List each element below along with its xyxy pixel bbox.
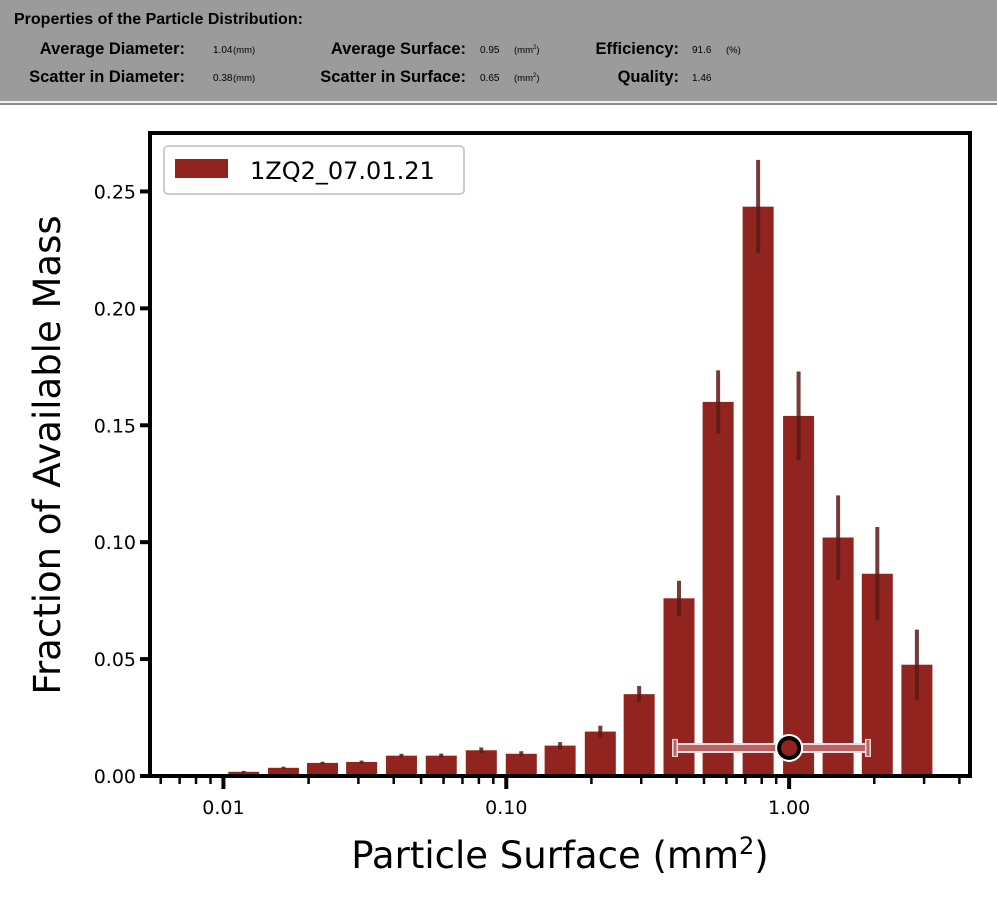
legend-swatch: [175, 159, 228, 178]
scatter-diameter-value: 0.38: [213, 73, 233, 84]
bar: [742, 206, 774, 777]
legend-label: 1ZQ2_07.01.21: [250, 157, 435, 185]
bar: [385, 755, 417, 776]
summary-marker-group: [672, 733, 871, 762]
x-axis-ticks: 0.01 0.10 1.00: [159, 776, 961, 819]
properties-panel: Properties of the Particle Distribution:…: [0, 0, 997, 101]
scatter-surface-value: 0.65: [480, 73, 500, 84]
y-axis-label: Fraction of Available Mass: [26, 215, 69, 694]
scatter-surface-label: Scatter in Surface:: [320, 68, 466, 86]
bar: [783, 415, 815, 776]
efficiency-label: Efficiency:: [595, 40, 679, 58]
legend: 1ZQ2_07.01.21: [163, 145, 465, 195]
mean-marker: [777, 735, 802, 760]
quality-label: Quality:: [617, 68, 679, 86]
y-tick-label: 0.20: [94, 298, 136, 320]
y-tick-label: 0.15: [94, 415, 136, 437]
average-surface-unit: (mm2): [514, 45, 540, 57]
bar: [228, 771, 260, 776]
x-tick-label: 1.00: [768, 797, 810, 819]
bar: [584, 731, 616, 776]
average-surface-value: 0.95: [480, 45, 500, 56]
bar: [623, 694, 655, 776]
scatter-diameter-label: Scatter in Diameter:: [29, 68, 185, 86]
average-diameter-label: Average Diameter:: [39, 40, 185, 58]
average-diameter-unit: (mm): [233, 45, 256, 56]
bars-group: [228, 206, 933, 777]
x-tick-label: 0.10: [485, 797, 527, 819]
header-divider-shadow: [0, 103, 997, 105]
average-surface-label: Average Surface:: [330, 40, 466, 58]
bar: [425, 755, 457, 776]
x-axis-label-text: Particle Surface (mm: [351, 834, 739, 877]
bar: [702, 401, 734, 776]
bar: [544, 745, 576, 776]
plot-frame: [148, 131, 972, 778]
scatter-surface-unit: (mm2): [514, 73, 540, 85]
error-bars-group: [241, 159, 919, 773]
y-tick-label: 0.10: [94, 532, 136, 554]
x-axis-label-superscript: 2: [739, 832, 754, 860]
efficiency-unit: (%): [726, 45, 741, 56]
average-diameter-value: 1.04: [213, 45, 233, 56]
bar: [465, 750, 497, 776]
x-axis-label-end: ): [754, 834, 768, 877]
x-tick-label: 0.01: [202, 797, 244, 819]
efficiency-value: 91.6: [692, 45, 712, 56]
legend-box: [163, 145, 465, 195]
quality-value: 1.46: [692, 73, 712, 84]
bar: [307, 762, 339, 776]
x-axis-label: Particle Surface (mm2): [351, 832, 768, 877]
properties-title: Properties of the Particle Distribution:: [14, 11, 303, 28]
bar: [505, 753, 537, 776]
header-divider: [0, 101, 997, 103]
y-tick-label: 0.25: [94, 181, 136, 203]
scatter-diameter-unit: (mm): [233, 73, 256, 84]
y-tick-label: 0.00: [94, 766, 136, 788]
bar: [267, 767, 299, 776]
y-tick-label: 0.05: [94, 649, 136, 671]
y-axis-ticks: 0.00 0.05 0.10 0.15 0.20 0.25: [94, 181, 150, 788]
bar: [346, 761, 378, 776]
